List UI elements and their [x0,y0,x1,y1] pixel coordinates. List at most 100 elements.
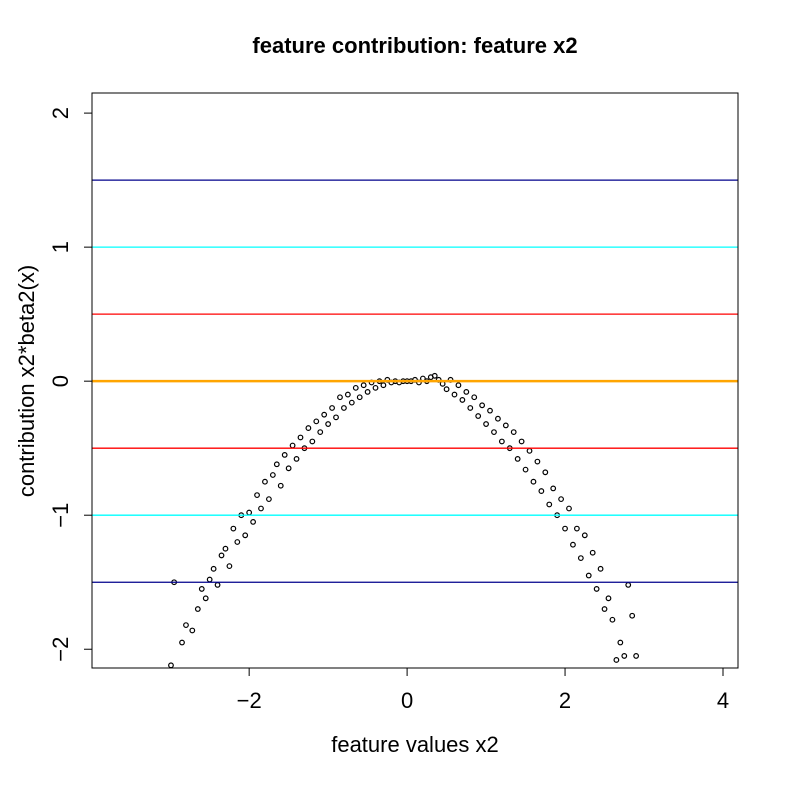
point [269,472,276,478]
point [285,465,292,472]
point [372,384,379,391]
chart-title: feature contribution: feature x2 [252,33,577,58]
point [589,549,596,556]
point [538,488,545,494]
point [222,545,229,552]
point [463,388,470,395]
point [573,525,580,532]
point [262,478,268,485]
point [194,606,201,612]
point [581,532,588,539]
x-tick-label: 2 [559,688,571,713]
point [467,405,474,411]
point [313,418,320,425]
plot-frame [91,92,739,669]
point [558,496,565,503]
y-tick-label: −1 [48,503,73,528]
point [305,425,312,431]
point [356,394,363,401]
point [364,388,371,395]
x-tick-label: 4 [717,688,729,713]
point [360,382,367,389]
x-axis-label: feature values x2 [331,732,499,757]
point [570,541,576,548]
point [483,421,489,427]
point [230,525,237,532]
point [562,525,568,532]
point [443,386,450,393]
point [234,539,241,545]
point [550,485,557,492]
point [514,456,521,462]
point [317,429,324,436]
point [431,372,438,379]
y-tick-label: 2 [48,107,73,119]
point [242,532,249,539]
point [475,413,482,419]
point [202,595,209,602]
point [250,519,257,525]
point [451,391,458,398]
point [597,565,604,572]
point [455,382,462,389]
point [333,414,339,421]
point [226,563,233,570]
point [593,586,600,592]
x-tick-label: 0 [401,688,413,713]
point [498,438,505,445]
point [577,555,584,561]
point [542,469,549,476]
point [258,505,264,512]
point [329,405,335,411]
point [210,565,217,572]
point [495,415,501,422]
point [566,505,572,512]
point [183,622,189,629]
point [601,606,608,612]
point [479,402,486,409]
point [265,496,272,503]
point [297,434,304,441]
point [502,422,509,429]
point [621,653,628,659]
point [189,627,196,634]
point [344,391,351,398]
point [471,394,478,401]
point [293,456,300,462]
point [546,501,553,508]
point [605,595,612,602]
point [510,429,517,436]
point [629,612,636,619]
point [609,616,616,623]
point [341,405,347,411]
point [273,461,280,468]
point [522,466,529,473]
point [277,482,284,489]
point [380,382,387,389]
point [218,552,225,559]
point [198,586,205,592]
point [487,407,493,414]
point [254,492,260,498]
point [459,397,466,403]
y-tick-label: 0 [48,375,73,387]
point [179,639,185,646]
point [321,411,328,418]
point [281,451,288,458]
point [348,399,355,406]
y-axis-label: contribution x2*beta2(x) [14,265,39,497]
point [617,639,624,646]
point [530,478,537,485]
point [585,572,592,579]
point [613,657,620,663]
point [325,421,332,427]
y-tick-label: 1 [48,241,73,253]
point [633,653,640,659]
point [518,438,525,445]
point [309,438,316,445]
point [337,394,343,401]
x-tick-label: −2 [237,688,262,713]
